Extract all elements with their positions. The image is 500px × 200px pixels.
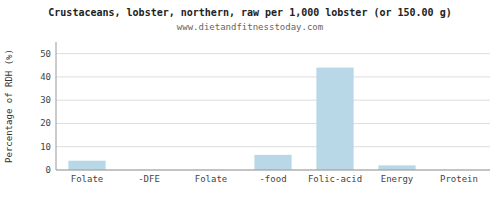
y-tick-label: 30: [40, 95, 51, 105]
x-tick-label: Folate: [71, 174, 104, 184]
x-tick-label: -DFE: [138, 174, 160, 184]
grid-line: [56, 146, 490, 147]
x-tick-label: Protein: [440, 174, 478, 184]
grid-line: [56, 123, 490, 124]
bar: [68, 161, 105, 170]
x-tick-label: -food: [259, 174, 286, 184]
y-tick-label: 0: [46, 165, 51, 175]
chart: Crustaceans, lobster, northern, raw per …: [0, 0, 500, 200]
bar: [378, 165, 415, 170]
chart-container: Crustaceans, lobster, northern, raw per …: [0, 0, 500, 200]
bar: [254, 155, 291, 170]
grid: [56, 54, 490, 170]
x-tick-label: Folic-acid: [308, 174, 362, 184]
x-tick-label: Energy: [381, 174, 414, 184]
y-tick-label: 10: [40, 142, 51, 152]
grid-line: [56, 100, 490, 101]
y-axis-label: Percentage of RDH (%): [4, 49, 14, 163]
y-tick-label: 40: [40, 72, 51, 82]
grid-line: [56, 76, 490, 77]
background: [0, 0, 500, 200]
grid-line: [56, 53, 490, 54]
subtitle: www.dietandfitnesstoday.com: [177, 22, 323, 32]
bar: [316, 68, 353, 170]
y-axis: [56, 42, 57, 170]
grid-line: [56, 170, 490, 171]
x-tick-label: Folate: [195, 174, 228, 184]
x-axis: [56, 170, 490, 171]
bars: [68, 68, 415, 170]
y-tick-label: 20: [40, 118, 51, 128]
y-tick-label: 50: [40, 49, 51, 59]
title: Crustaceans, lobster, northern, raw per …: [48, 7, 451, 18]
